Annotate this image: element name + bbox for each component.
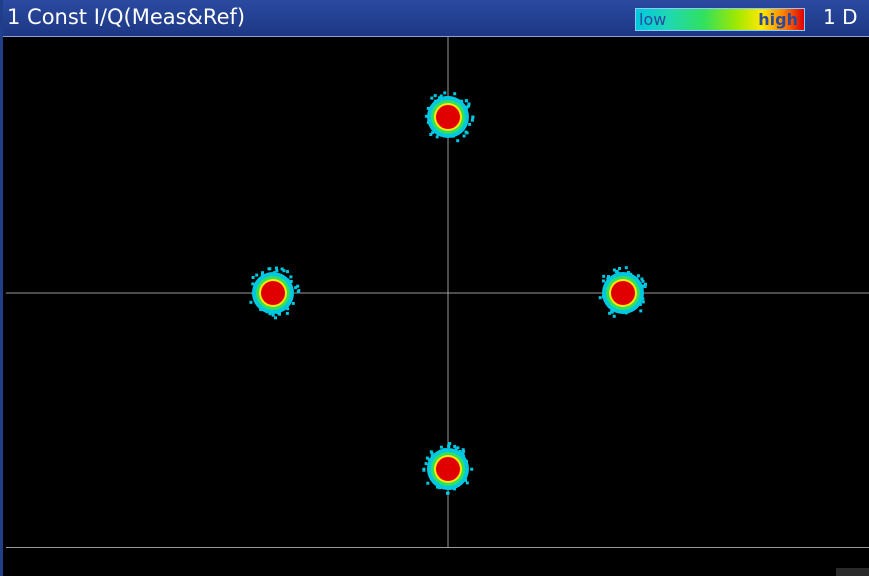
scatter-dot [602,280,605,283]
scatter-dot [297,289,300,292]
constellation-plot[interactable] [6,37,869,548]
scatter-dot [468,103,471,106]
scatter-dot [470,468,473,471]
scatter-dot [292,302,295,305]
scatter-dot [443,91,446,94]
scatter-dot [255,274,258,277]
scatter-dot [613,315,616,318]
scatter-dot [465,99,468,102]
scatter-dot [468,123,471,126]
scatter-dot [453,92,456,95]
scatter-dot [425,462,428,465]
scatter-dot [429,133,432,136]
density-core-high [261,281,285,305]
constellation-svg [6,37,869,548]
scatter-dot [281,268,284,271]
scatter-dot [466,131,469,134]
scatter-dot [640,278,643,281]
scatter-dot [599,296,602,299]
scatter-dot [644,283,647,286]
color-scale-high-label: high [758,10,798,30]
window-title: 1 Const I/Q(Meas&Ref) [7,3,245,31]
window-id-label: 1 D [823,3,857,31]
scatter-dot [275,267,278,270]
density-color-scale: low high [635,8,805,31]
scatter-dot [453,445,456,448]
scatter-dot [463,135,466,138]
scatter-dot [462,448,465,451]
corner-indicator [836,568,869,576]
density-core-high [436,457,460,481]
scatter-dot [456,139,459,142]
scatter-dot [434,94,437,97]
density-core-high [436,105,460,129]
scatter-dot [430,97,433,100]
density-core-high [611,281,635,305]
scatter-dot [289,275,292,278]
scatter-dot [249,301,252,304]
scatter-dot [436,135,439,138]
scatter-dot [637,274,640,277]
scatter-dot [625,266,628,269]
scatter-dot [286,312,289,315]
scatter-dot [422,469,425,472]
status-area [6,548,869,576]
window-titlebar[interactable]: 1 Const I/Q(Meas&Ref) low high 1 D [3,0,869,37]
scatter-dot [639,309,642,312]
scatter-dot [440,446,443,449]
scatter-dot [426,482,429,485]
scatter-dot [272,314,275,317]
scatter-dot [275,269,278,272]
scatter-dot [296,285,299,288]
scatter-dot [446,492,449,495]
scatter-dot [286,270,289,273]
scatter-dot [618,267,621,270]
scatter-dot [252,276,255,279]
scatter-dot [471,119,474,122]
scatter-dot [471,116,474,119]
scatter-dot [602,275,605,278]
scatter-dot [274,316,277,319]
color-scale-low-label: low [639,10,666,30]
scatter-dot [268,267,271,270]
scatter-dot [447,445,450,448]
scatter-dot [466,481,469,484]
